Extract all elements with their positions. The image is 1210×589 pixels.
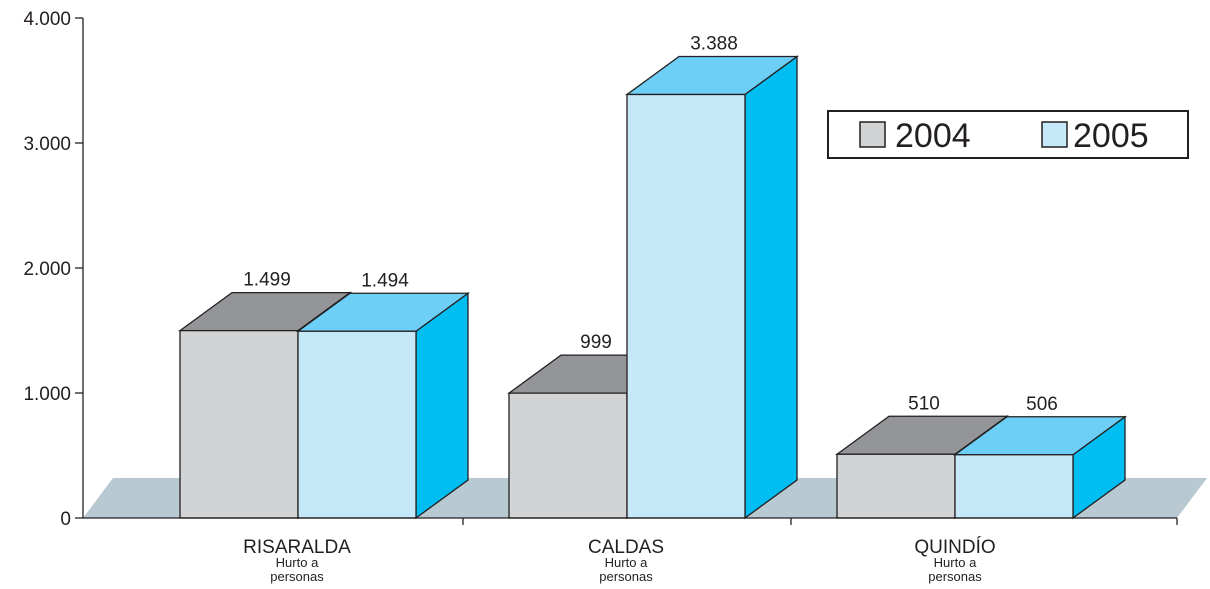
data-label: 510: [908, 393, 940, 414]
bar-caldas-2005: [625, 55, 799, 520]
bar-front: [626, 93, 746, 519]
x-category-sublabel: personas: [270, 569, 324, 584]
legend-box: [827, 110, 1189, 159]
x-category-sublabel: Hurto a: [276, 555, 319, 570]
x-category-sublabel: Hurto a: [934, 555, 977, 570]
legend-label: 2004: [895, 117, 971, 155]
data-label: 506: [1026, 394, 1058, 415]
y-tick-label: 4.000: [23, 9, 71, 30]
bar-risaralda-2005: [296, 291, 470, 520]
data-label: 1.494: [361, 270, 409, 291]
axes-group: [75, 17, 1178, 525]
bar-side: [744, 55, 798, 520]
bar-front: [297, 330, 417, 519]
bar-front: [836, 453, 956, 519]
legend-swatch-2005: [1041, 121, 1068, 148]
data-label: 3.388: [690, 34, 738, 55]
x-category-label: RISARALDA: [243, 537, 351, 558]
y-tick-label: 1.000: [23, 384, 71, 405]
x-category-sublabel: personas: [599, 569, 653, 584]
x-category-label: QUINDÍO: [914, 537, 995, 558]
bars-group: [178, 55, 1127, 520]
labels-group: 1.499 1.494 999 3.388 510 506 0 1.000 2.000 3.000…: [23, 9, 1057, 584]
data-label: 999: [580, 332, 612, 353]
bar-front: [508, 392, 628, 519]
y-tick-label: 0: [60, 509, 71, 530]
x-category-label: CALDAS: [588, 537, 664, 558]
y-tick-label: 2.000: [23, 259, 71, 280]
legend-swatch-2004: [859, 121, 886, 148]
bar-front: [179, 329, 299, 519]
x-category-sublabel: Hurto a: [605, 555, 648, 570]
bar-side: [415, 291, 469, 520]
data-label: 1.499: [243, 270, 291, 291]
x-category-sublabel: personas: [928, 569, 982, 584]
bar-front: [954, 454, 1074, 519]
legend: 2004 2005: [827, 110, 1189, 159]
bar-quindío-2005: [953, 415, 1127, 520]
legend-label: 2005: [1073, 117, 1149, 155]
y-tick-label: 3.000: [23, 134, 71, 155]
